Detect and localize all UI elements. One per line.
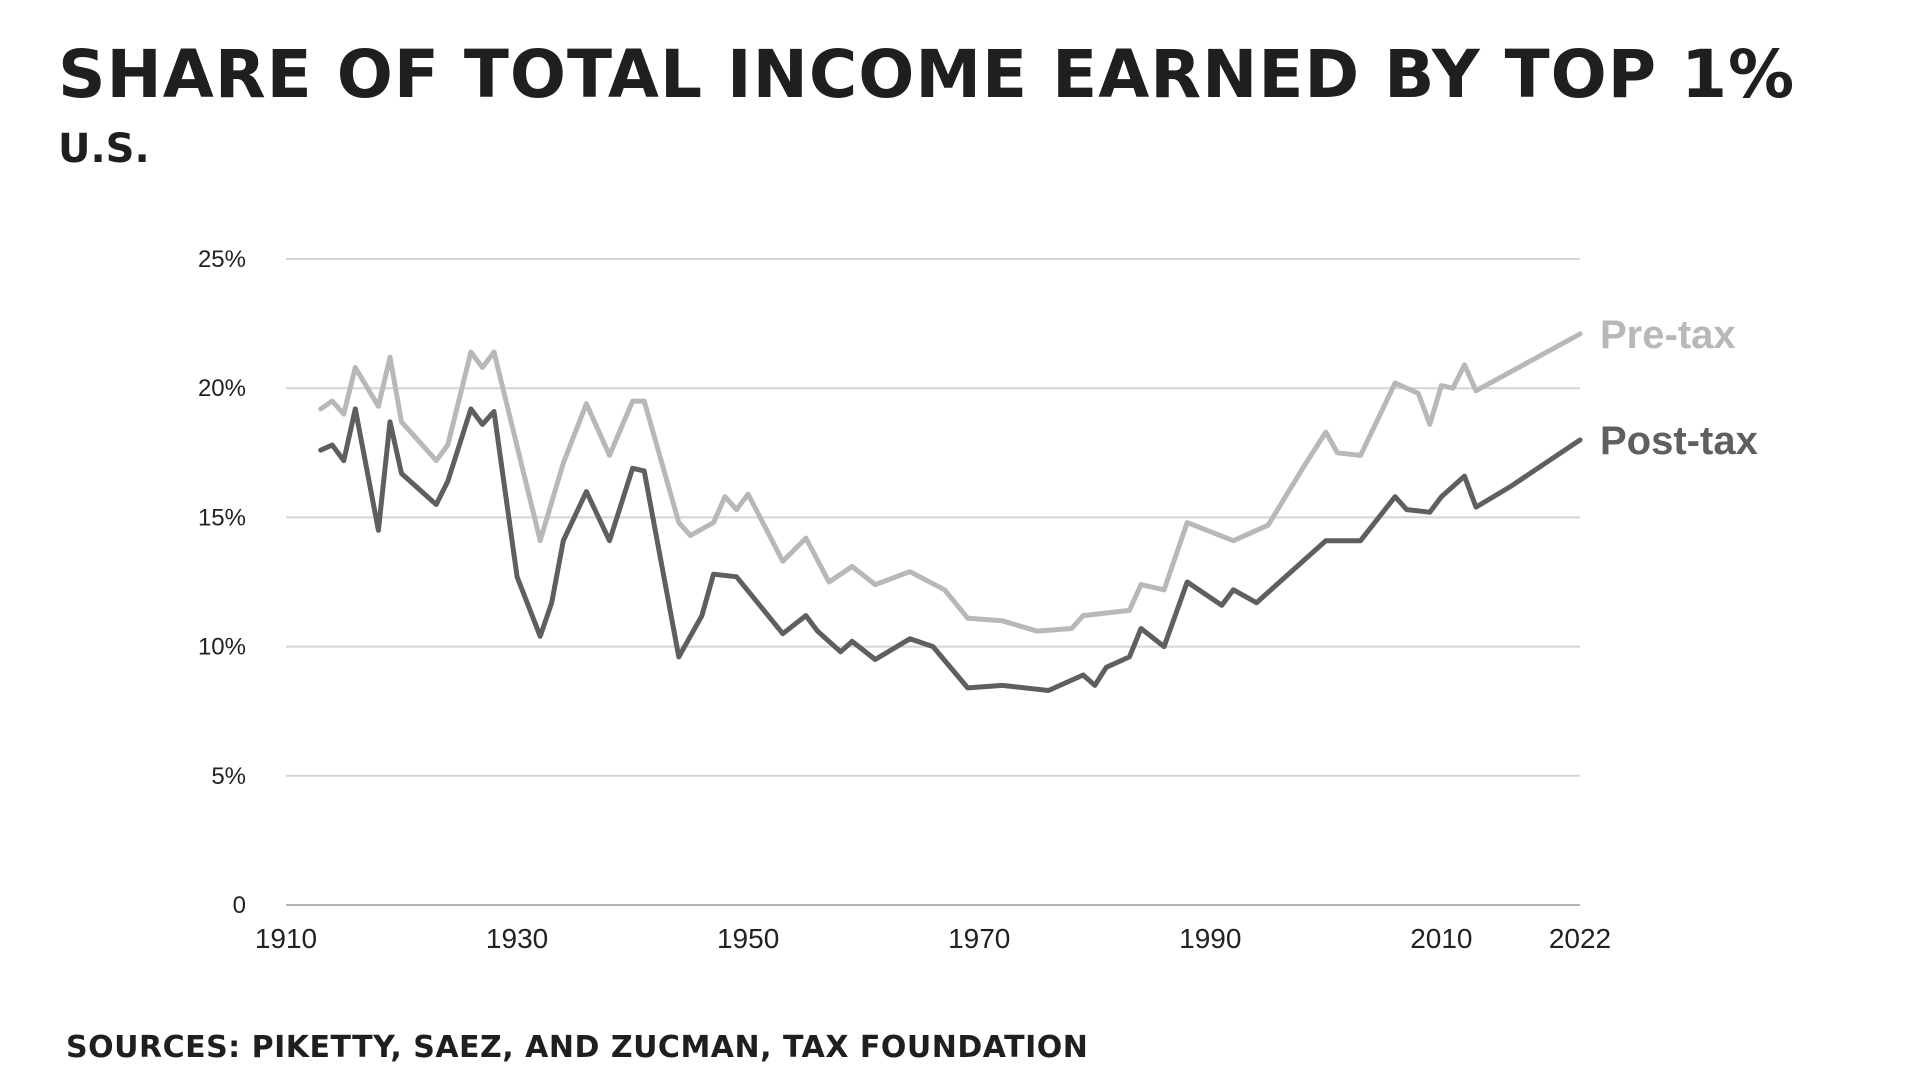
y-tick-label: 5% — [211, 763, 246, 790]
y-tick-label: 10% — [198, 634, 246, 661]
y-tick-label: 20% — [198, 375, 246, 402]
y-tick-label: 25% — [198, 246, 246, 273]
x-tick-label: 1910 — [255, 923, 317, 954]
series-label-pre-tax: Pre-tax — [1600, 313, 1736, 357]
x-tick-label: 1930 — [486, 923, 548, 954]
x-tick-label: 2022 — [1549, 923, 1611, 954]
chart-subtitle: U.S. — [58, 126, 150, 172]
source-note: SOURCES: PIKETTY, SAEZ, AND ZUCMAN, TAX … — [66, 1030, 1089, 1065]
y-tick-label: 15% — [198, 504, 246, 531]
series-line-pre-tax — [318, 331, 1583, 634]
x-tick-label: 1950 — [717, 923, 779, 954]
y-tick-label: 0 — [233, 892, 246, 919]
series-lines — [318, 331, 1583, 693]
series-labels: Pre-tax Post-tax — [1600, 313, 1758, 463]
y-axis: 0 5% 10% 15% 20% 25% — [198, 246, 246, 919]
x-tick-label: 1990 — [1179, 923, 1241, 954]
x-tick-label: 1970 — [948, 923, 1010, 954]
x-tick-label: 2010 — [1410, 923, 1472, 954]
series-label-post-tax: Post-tax — [1600, 419, 1758, 463]
chart-title: SHARE OF TOTAL INCOME EARNED BY TOP 1% — [58, 36, 1796, 113]
x-axis: 1910 1930 1950 1970 1990 2010 2022 — [255, 923, 1611, 954]
series-line-post-tax — [318, 406, 1583, 693]
